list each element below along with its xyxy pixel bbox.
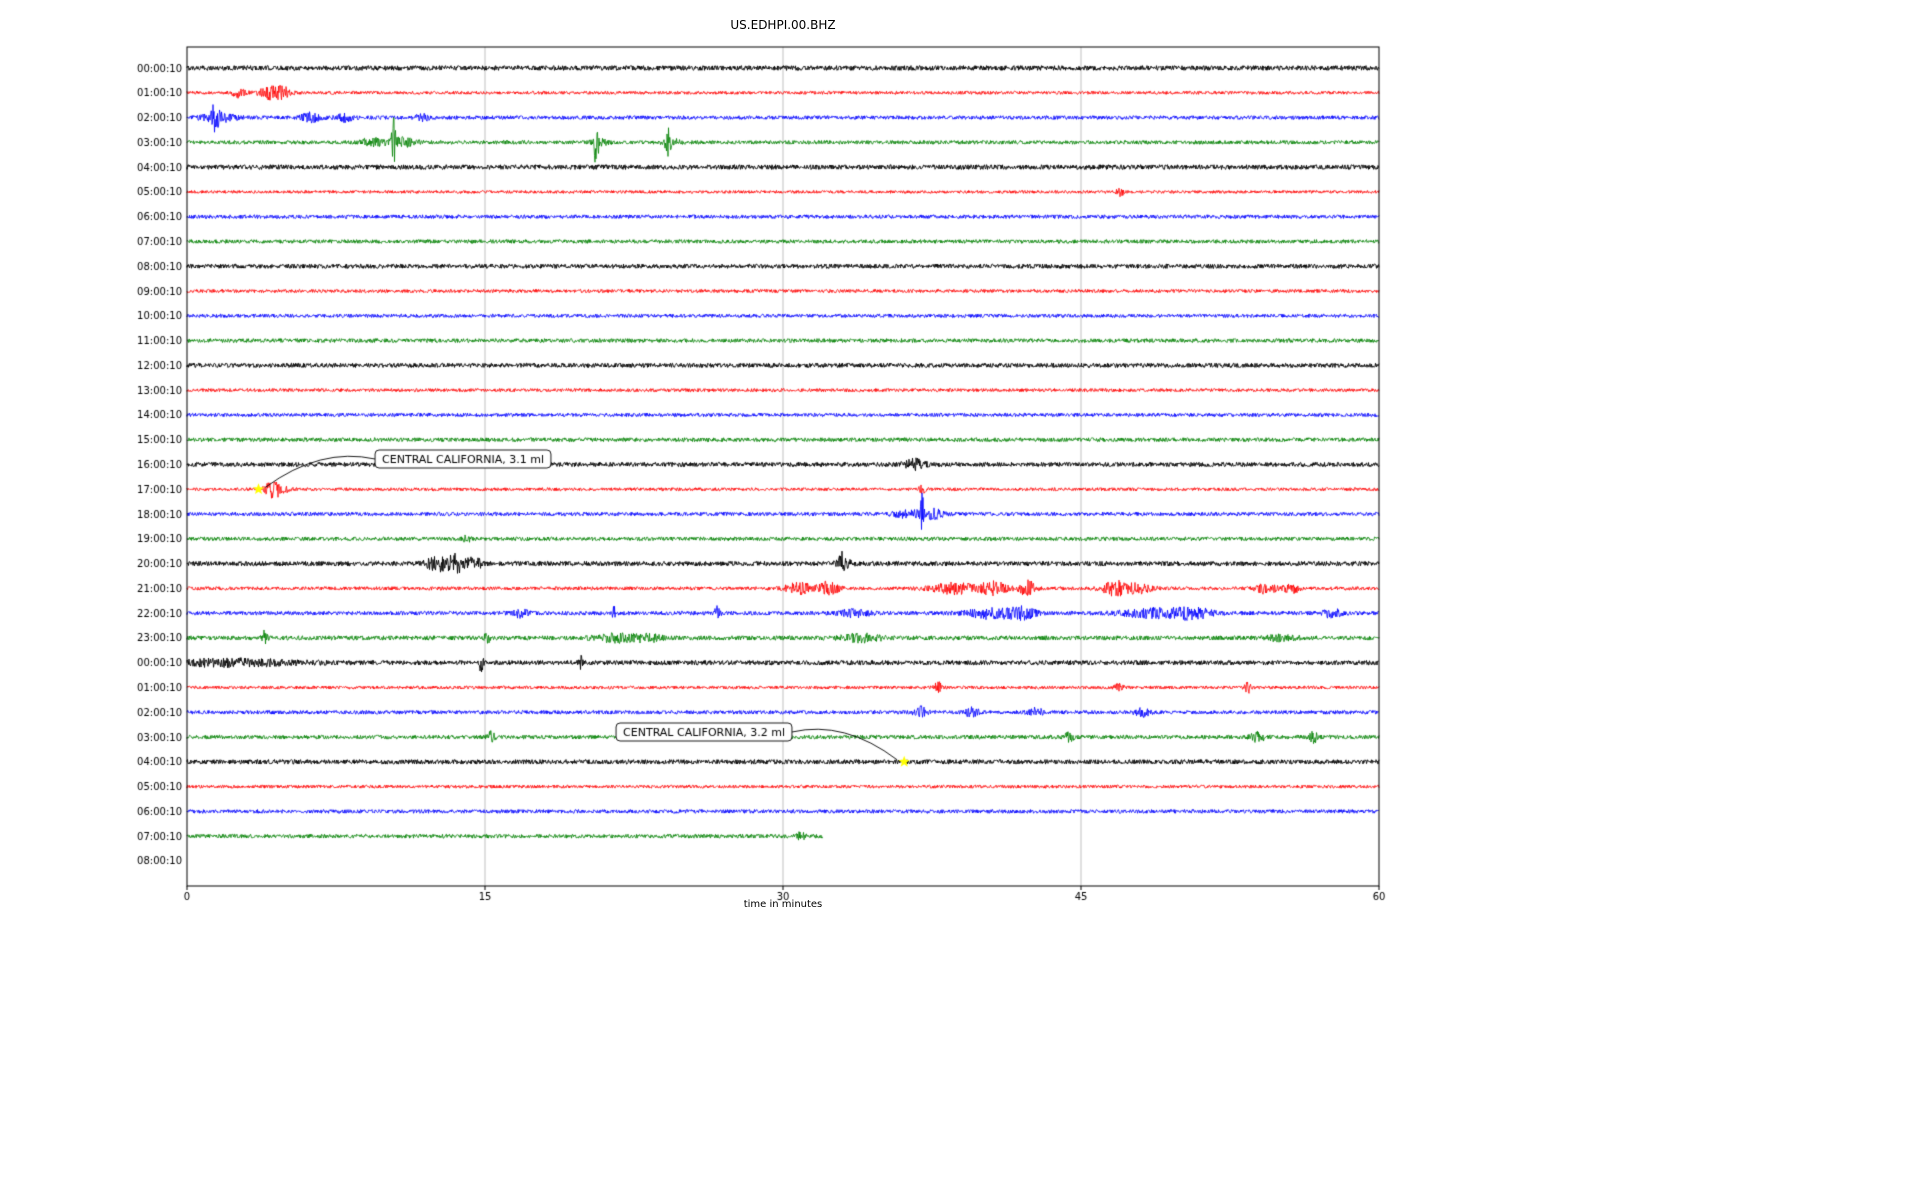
chart-title: US.EDHPI.00.BHZ <box>730 18 836 32</box>
x-axis-label: time in minutes <box>743 899 823 910</box>
